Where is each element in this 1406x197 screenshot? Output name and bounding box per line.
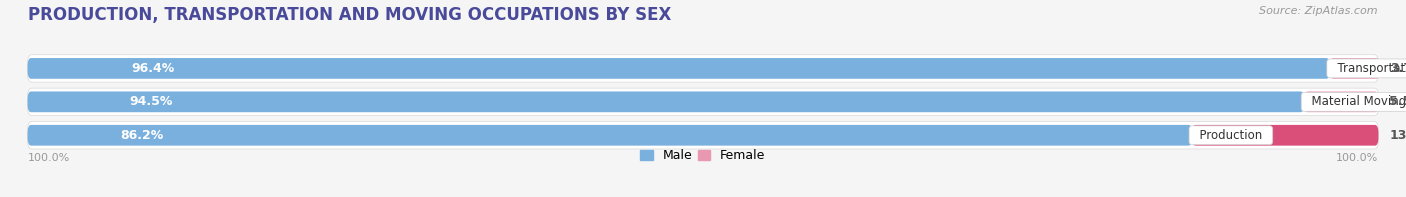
Legend: Male, Female: Male, Female xyxy=(636,144,770,167)
Text: 94.5%: 94.5% xyxy=(129,95,173,108)
Text: 3.7%: 3.7% xyxy=(1391,62,1406,75)
FancyBboxPatch shape xyxy=(1192,125,1378,146)
FancyBboxPatch shape xyxy=(28,91,1305,112)
Text: Material Moving: Material Moving xyxy=(1305,95,1406,108)
Text: Source: ZipAtlas.com: Source: ZipAtlas.com xyxy=(1260,6,1378,16)
Text: Production: Production xyxy=(1192,129,1270,142)
Text: 13.8%: 13.8% xyxy=(1389,129,1406,142)
FancyBboxPatch shape xyxy=(1305,91,1378,112)
Text: 100.0%: 100.0% xyxy=(1336,153,1378,163)
Text: 5.5%: 5.5% xyxy=(1389,95,1406,108)
FancyBboxPatch shape xyxy=(28,122,1378,149)
FancyBboxPatch shape xyxy=(28,55,1378,82)
Text: Transportation: Transportation xyxy=(1330,62,1406,75)
Text: 100.0%: 100.0% xyxy=(28,153,70,163)
FancyBboxPatch shape xyxy=(28,125,1192,146)
FancyBboxPatch shape xyxy=(28,88,1378,116)
FancyBboxPatch shape xyxy=(1330,58,1379,79)
FancyBboxPatch shape xyxy=(28,58,1330,79)
Text: PRODUCTION, TRANSPORTATION AND MOVING OCCUPATIONS BY SEX: PRODUCTION, TRANSPORTATION AND MOVING OC… xyxy=(28,6,672,24)
Text: 96.4%: 96.4% xyxy=(132,62,174,75)
Text: 86.2%: 86.2% xyxy=(121,129,165,142)
